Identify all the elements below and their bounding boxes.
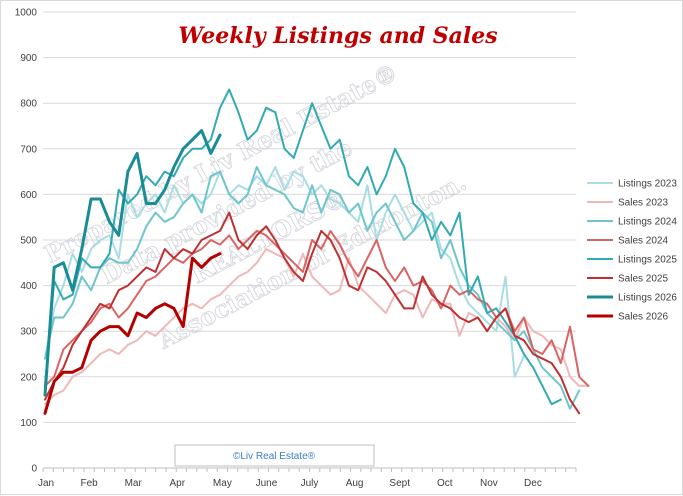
- series-line-2: [44, 166, 581, 410]
- y-tick-label: 500: [20, 236, 37, 247]
- x-tick-label: Apr: [169, 478, 185, 489]
- y-tick-label: 700: [20, 144, 37, 155]
- gridlines: [43, 11, 576, 469]
- x-tick-label: Dec: [524, 478, 542, 489]
- legend-label: Sales 2023: [618, 198, 668, 209]
- legend-label: Listings 2024: [618, 217, 677, 228]
- series-line-6: [43, 129, 222, 397]
- y-tick-label: 0: [31, 464, 37, 475]
- x-tick-label: May: [213, 478, 232, 489]
- chart-title: Weekly Listings and Sales: [178, 23, 497, 49]
- legend: Listings 2023 Sales 2023 Listings 2024 Sale…: [587, 179, 677, 323]
- y-tick-label: 1000: [15, 8, 38, 19]
- series-line-5: [44, 211, 581, 415]
- x-tick-label: Feb: [81, 478, 99, 489]
- y-tick-label: 900: [20, 53, 37, 64]
- y-tick-label: 300: [20, 327, 37, 338]
- series-line-7: [43, 252, 222, 415]
- legend-label: Sales 2024: [618, 236, 668, 247]
- x-tick-label: Aug: [346, 478, 364, 489]
- x-axis-ticks: Jan Feb Mar Apr May June July Aug Sept Oct Nov Dec: [38, 468, 577, 489]
- y-axis-ticks: 0 100 200 300 400 500 600 700 800 900 1000: [15, 8, 38, 475]
- y-tick-label: 200: [20, 372, 37, 383]
- x-tick-label: June: [256, 478, 278, 489]
- copyright-box: [174, 444, 375, 467]
- legend-label: Sales 2026: [618, 312, 668, 323]
- y-tick-label: 800: [20, 99, 37, 110]
- legend-label: Sales 2025: [618, 274, 668, 285]
- x-tick-label: Nov: [480, 478, 498, 489]
- series-line-4: [44, 88, 562, 406]
- x-tick-label: Jan: [38, 478, 54, 489]
- x-tick-label: July: [301, 478, 319, 489]
- legend-label: Listings 2026: [618, 293, 677, 304]
- x-tick-label: Mar: [125, 478, 143, 489]
- x-tick-label: Oct: [437, 478, 453, 489]
- y-tick-label: 400: [20, 281, 37, 292]
- series-lines: [43, 88, 590, 415]
- y-tick-label: 600: [20, 190, 37, 201]
- copyright-label: ©Liv Real Estate®: [233, 451, 316, 462]
- y-tick-label: 100: [20, 418, 37, 429]
- legend-label: Listings 2025: [618, 255, 677, 266]
- x-tick-label: Sept: [389, 478, 410, 489]
- series-line-1: [44, 248, 590, 406]
- legend-label: Listings 2023: [618, 179, 677, 190]
